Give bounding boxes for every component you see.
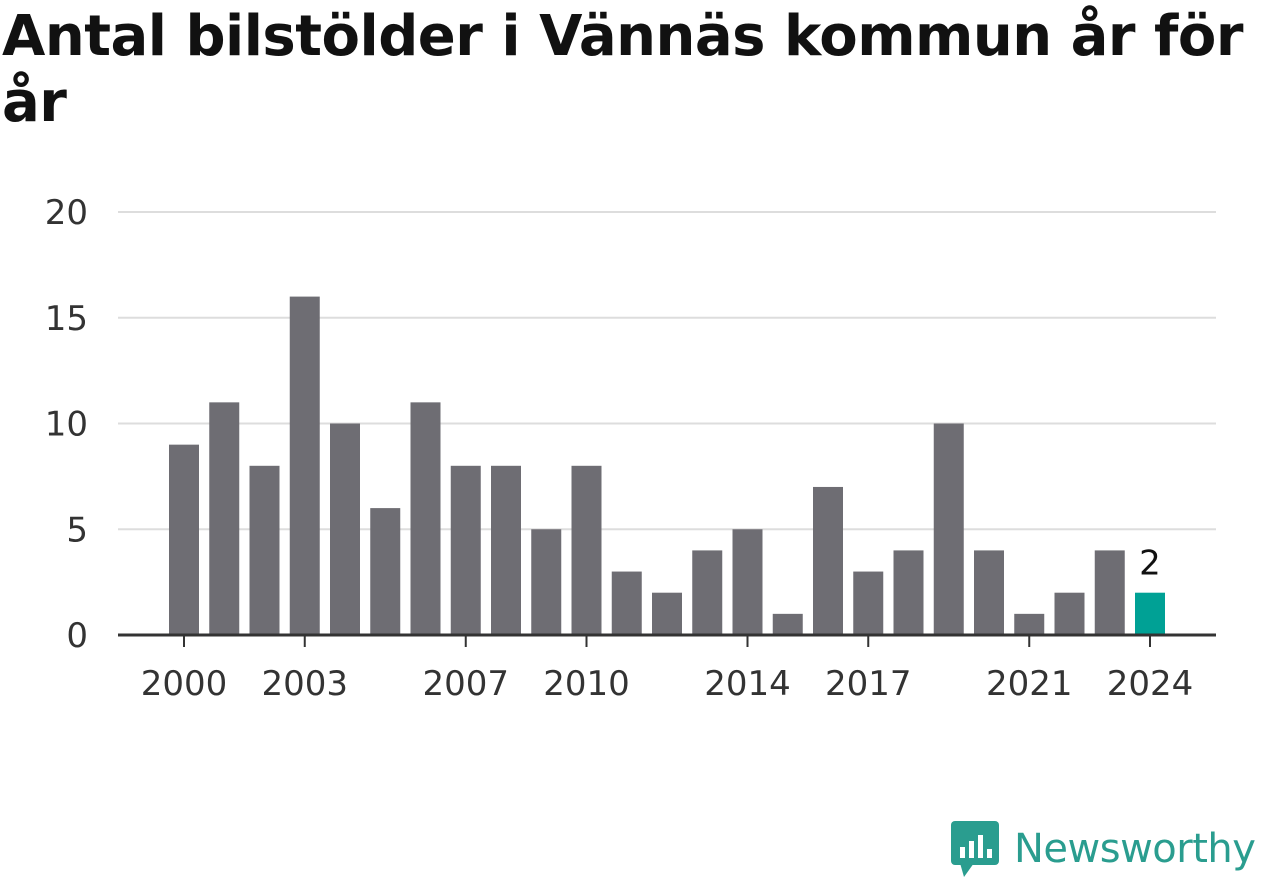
bar-2007 xyxy=(450,465,481,635)
x-tick-label: 2021 xyxy=(986,664,1073,704)
bar-2011 xyxy=(611,571,642,635)
bar-2017 xyxy=(853,571,884,635)
bar-2020 xyxy=(974,550,1004,635)
x-tick-label: 2003 xyxy=(261,664,348,704)
gridlines xyxy=(118,211,1216,531)
y-tick-label: 20 xyxy=(45,193,88,233)
bar-chart-speech-bubble-icon xyxy=(951,821,999,877)
chart-title: Antal bilstölder i Vännäs kommun år för … xyxy=(2,4,1244,135)
bar-2021 xyxy=(1014,613,1045,635)
bar-2014 xyxy=(732,529,763,635)
x-tick-label: 2024 xyxy=(1107,664,1194,704)
bar-2005 xyxy=(370,508,401,635)
bar-2012 xyxy=(652,592,682,635)
bar-2010 xyxy=(571,465,602,635)
bar-2022 xyxy=(1054,592,1085,635)
x-tick-label: 2000 xyxy=(141,664,228,704)
bar-2015 xyxy=(772,613,803,635)
y-tick-label: 15 xyxy=(45,299,88,339)
x-tick-label: 2017 xyxy=(825,664,912,704)
y-tick-label: 10 xyxy=(45,405,88,445)
bar-2006 xyxy=(410,402,441,635)
bar-2002 xyxy=(249,465,280,635)
data-label-2024: 2 xyxy=(1139,544,1161,584)
x-axis-ticks: 2000 2003 2007 2010 2014 2017 2021 2024 xyxy=(141,635,1194,704)
data-labels: 2 xyxy=(1139,544,1161,584)
brand-name: Newsworthy xyxy=(1014,826,1256,872)
bar-2018 xyxy=(893,550,924,635)
newsworthy-logo: Newsworthy xyxy=(950,818,1256,880)
x-tick-label: 2010 xyxy=(543,664,630,704)
bar-2009 xyxy=(531,529,562,635)
bar-2003 xyxy=(289,296,320,635)
bar-2008 xyxy=(491,465,521,635)
bars xyxy=(169,296,1165,635)
x-tick-label: 2007 xyxy=(422,664,509,704)
y-tick-label: 5 xyxy=(66,510,88,550)
bar-2023 xyxy=(1094,550,1125,635)
y-tick-label: 0 xyxy=(66,616,88,656)
bar-2024 xyxy=(1135,592,1165,635)
bar-2019 xyxy=(933,423,964,635)
x-tick-label: 2014 xyxy=(704,664,791,704)
bar-2000 xyxy=(169,444,199,635)
bar-2004 xyxy=(330,423,360,635)
bar-2016 xyxy=(813,486,843,635)
bar-2001 xyxy=(209,402,240,635)
y-axis-ticks: 0 5 10 15 20 xyxy=(45,193,88,656)
bar-2013 xyxy=(692,550,723,635)
